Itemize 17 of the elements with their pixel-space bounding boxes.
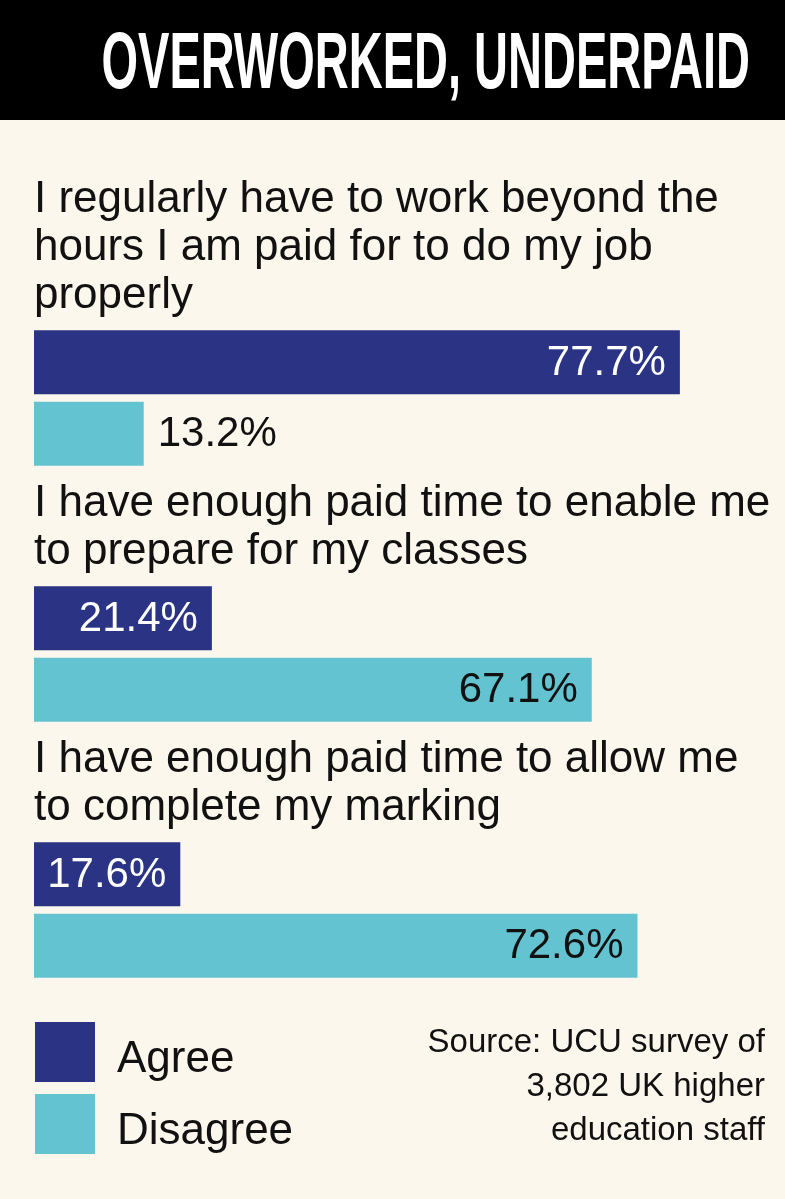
y-tick-label: I regularly have to work beyond the hours I am paid for to do my job properly (34, 172, 719, 318)
y-tick-label: I have enough paid time to allow me to complete my marking (34, 732, 739, 830)
legend-label: Disagree (117, 1104, 294, 1154)
bar (34, 913, 638, 978)
bar (34, 657, 592, 722)
y-tick-label: I have enough paid time to enable me to prepare for my classes (34, 476, 771, 574)
legend-label: Agree (117, 1032, 235, 1082)
bar (34, 330, 680, 395)
bar (34, 401, 144, 466)
chart-title: OVERWORKED, UNDERPAID (101, 14, 750, 108)
data-label: 13.2% (157, 408, 277, 456)
data-label: 17.6% (47, 848, 167, 896)
data-label: 21.4% (78, 592, 198, 640)
annotation: Source: UCU survey of 3,802 UK higher education staff (426, 1021, 765, 1149)
data-label: 72.6% (504, 920, 624, 968)
data-label: 67.1% (458, 664, 578, 712)
data-label: 77.7% (546, 336, 666, 384)
